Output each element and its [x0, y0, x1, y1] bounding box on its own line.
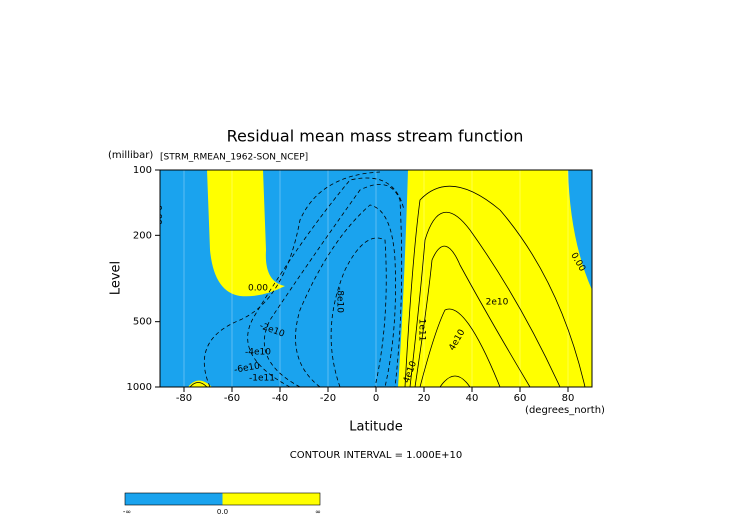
colorbar: -∞ 0.0 ∞ — [123, 492, 321, 516]
chart-title: Residual mean mass stream function — [227, 127, 524, 146]
colorbar-label: -∞ — [123, 508, 131, 516]
x-tick-label: 60 — [514, 393, 527, 404]
colorbar-segment — [222, 493, 320, 505]
contour-label: 2e10 — [486, 298, 509, 308]
x-tick-label: 80 — [562, 393, 575, 404]
colorbar-segment — [125, 493, 223, 505]
x-tick-label: 0 — [373, 393, 379, 404]
x-tick-label: -40 — [272, 393, 288, 404]
contour-label: -4e10 — [245, 348, 271, 358]
contour-label: 0.00 — [153, 205, 163, 225]
contour-interval: CONTOUR INTERVAL = 1.000E+10 — [290, 450, 462, 461]
contour-label: 0.00 — [248, 284, 268, 294]
y-tick-label: 500 — [133, 317, 152, 328]
x-unit: (degrees_north) — [525, 405, 605, 416]
y-unit: (millibar) — [108, 150, 153, 161]
contour-label: -1e11 — [249, 374, 275, 384]
x-axis-label: Latitude — [349, 420, 403, 435]
subtitle: [STRM_RMEAN_1962-SON_NCEP] — [160, 153, 308, 163]
contour-label: -6e10 — [233, 361, 261, 375]
y-axis-label: Level — [109, 261, 124, 295]
x-tick-label: -60 — [224, 393, 240, 404]
positive-region — [188, 380, 212, 387]
x-tick-label: -80 — [176, 393, 192, 404]
colorbar-label: ∞ — [315, 508, 321, 516]
colorbar-frame — [124, 492, 321, 506]
y-tick-label: 200 — [133, 230, 152, 241]
x-tick-label: -20 — [320, 393, 336, 404]
contour-label: 1e11 — [417, 319, 427, 342]
contour-label: -8e10 — [335, 287, 345, 313]
contour-lines — [189, 171, 586, 387]
y-tick-label: 100 — [133, 165, 152, 176]
colorbar-label: 0.0 — [217, 508, 228, 516]
plot-area: 0.000.00-2e10-4e10-6e10-1e11-8e10 2e104e1… — [153, 170, 592, 387]
positive-region — [398, 170, 592, 387]
positive-region — [207, 170, 285, 297]
x-tick-label: 20 — [418, 393, 431, 404]
x-tick-label: 40 — [466, 393, 479, 404]
y-tick-label: 1000 — [127, 382, 152, 393]
